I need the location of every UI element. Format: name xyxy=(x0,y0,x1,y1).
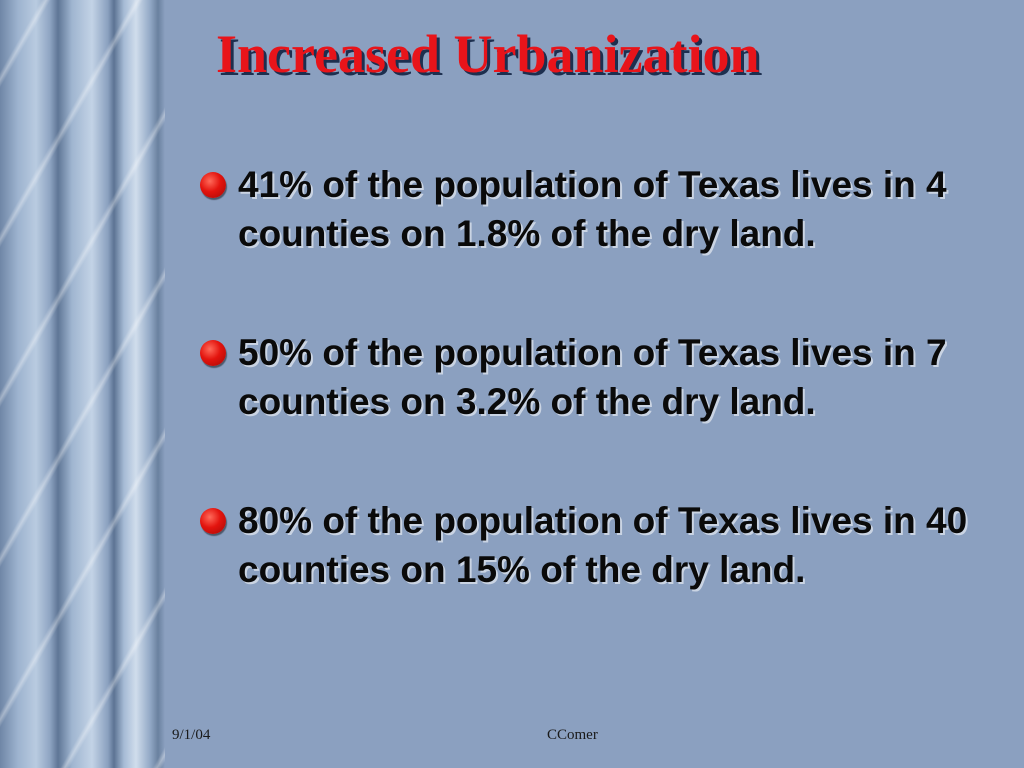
bullet-dot-icon xyxy=(200,340,226,366)
bullet-text: 41% of the population of Texas lives in … xyxy=(238,164,947,254)
bullet-dot-icon xyxy=(200,172,226,198)
bullet-item: 41% of the population of Texas lives in … xyxy=(200,160,990,258)
bullet-item: 50% of the population of Texas lives in … xyxy=(200,328,990,426)
bullet-item: 80% of the population of Texas lives in … xyxy=(200,496,990,594)
bullet-text: 80% of the population of Texas lives in … xyxy=(238,500,968,590)
bullet-list: 41% of the population of Texas lives in … xyxy=(200,160,990,664)
decorative-pillar xyxy=(0,0,165,768)
footer-date: 9/1/04 xyxy=(172,727,211,743)
footer-author: CComer xyxy=(547,727,598,743)
bullet-dot-icon xyxy=(200,508,226,534)
slide-title: Increased Urbanization xyxy=(216,24,760,84)
bullet-text: 50% of the population of Texas lives in … xyxy=(238,332,947,422)
